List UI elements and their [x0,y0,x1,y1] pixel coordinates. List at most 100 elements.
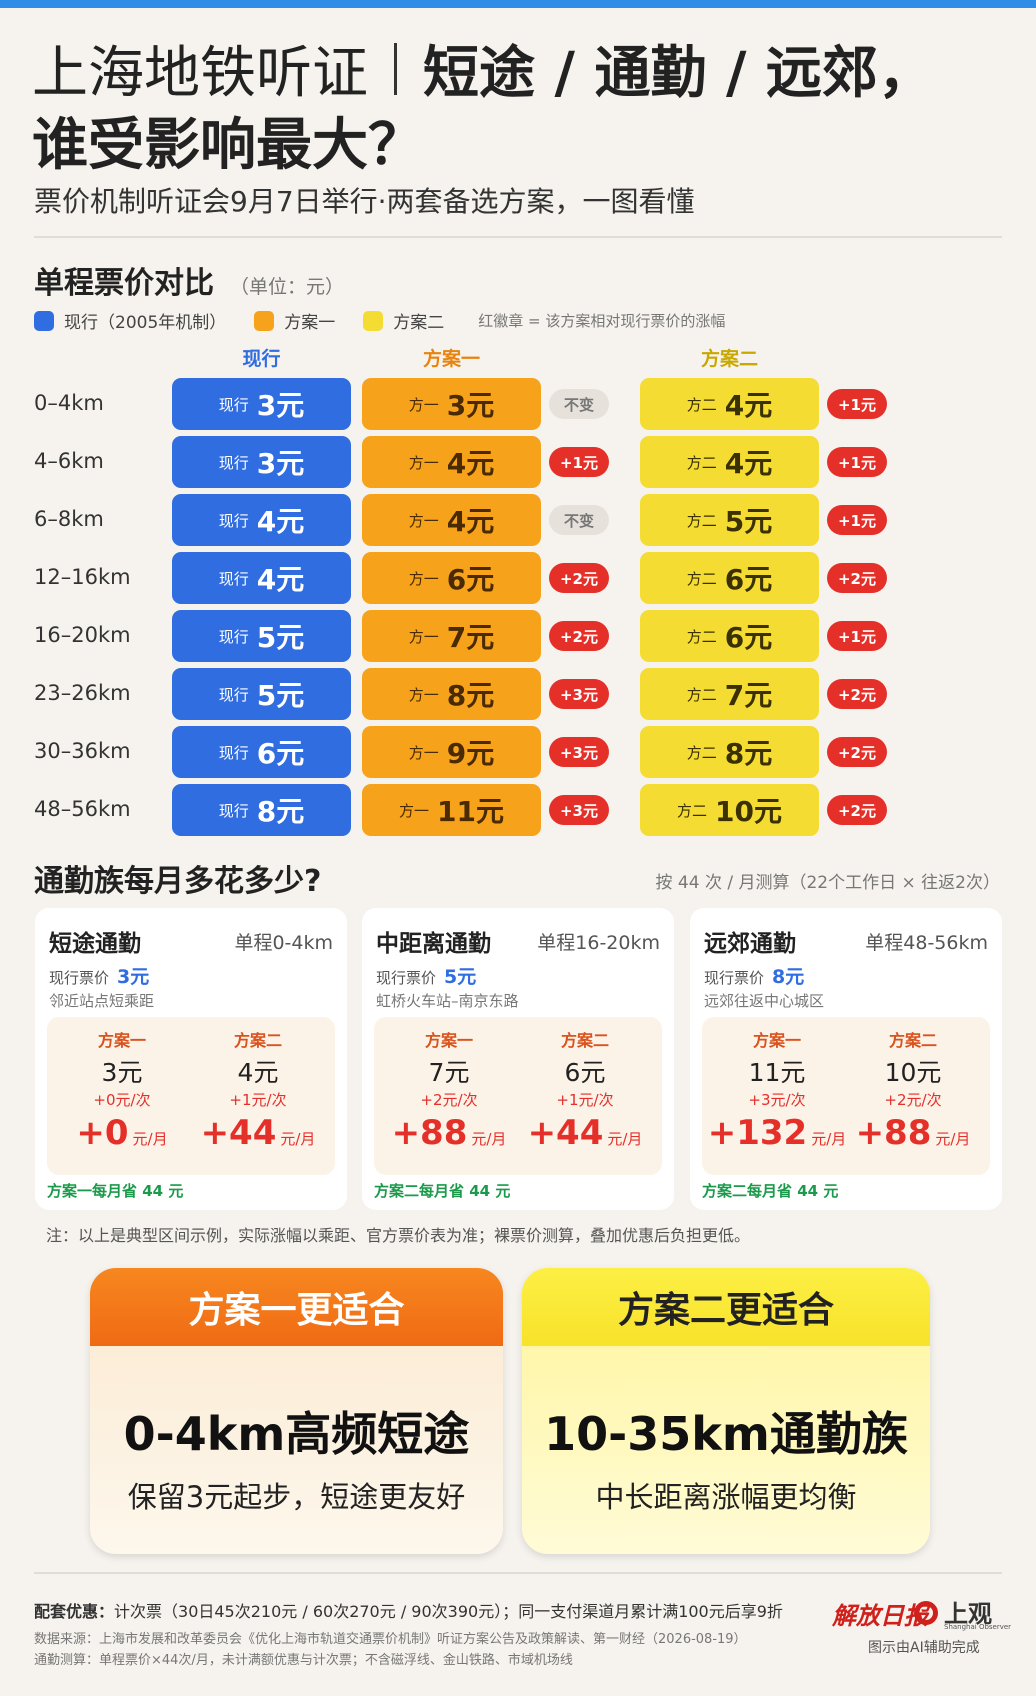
commute-card: 短途通勤 单程0-4km 现行票价 3元 邻近站点短乘距 方案一 3元 +0元/次 +0 元/月方… [35,908,347,1210]
legend-note: 红徽章 = 该方案相对现行票价的涨幅 [478,312,726,330]
pill-prefix: 现行 [218,801,249,820]
fare-price: 4元 [724,389,773,422]
per-trip: +3元/次 [748,1091,806,1109]
fare-pill: 方二 6元 [640,552,819,604]
distance-label: 30–36km [34,739,131,763]
card-range: 单程16-20km [537,932,660,954]
title-line: 上海地铁听证 短途 / 通勤 / 远郊， [32,28,934,109]
pill-prefix: 现行 [218,511,249,530]
pill-prefix: 现行 [218,627,249,646]
divider [34,1572,1002,1574]
monthly: +0 元/月 [47,1113,197,1153]
column-header: 方案二 [700,348,758,370]
monthly: +44 元/月 [510,1113,660,1153]
distance-label: 16–20km [34,623,131,647]
current-price: 5元 [444,966,477,988]
fare-price: 5元 [256,679,305,712]
fare-table: 现行 方案一 方案二 0–4km 现行 3元 方一 3元 不变 方二 4元 +1元 4–6km 现行 3元方… [34,348,887,836]
change-badge: +3元 [549,737,609,767]
pill-prefix: 方二 [686,685,717,704]
commute-card: 远郊通勤 单程48-56km 现行票价 8元 远郊往返中心城区 方案一 11元 +3元/次 +1… [690,908,1002,1210]
monthly: +88 元/月 [374,1113,524,1153]
change-badge: +3元 [549,795,609,825]
pill-prefix: 方二 [686,569,717,588]
per-trip: +1元/次 [229,1091,287,1109]
current-line: 现行票价 3元 [49,962,149,989]
fare-price: 7元 [446,621,495,654]
fare-pill: 方一 3元 [362,378,541,430]
monthly: +88 元/月 [838,1113,988,1153]
example: 邻近站点短乘距 [49,992,155,1010]
column-header: 方案一 [422,348,480,370]
change-badge: +2元 [827,679,887,709]
change-badge: +2元 [549,563,609,593]
pill-prefix: 方一 [408,453,439,472]
conclusion: 方案二每月省 44 元 [374,1182,511,1200]
fare-pill: 现行 6元 [172,726,351,778]
card-name: 短途通勤 [49,931,141,957]
monthly-value: +44 [200,1113,277,1153]
change-badge: +1元 [549,447,609,477]
fare-pill: 方二 10元 [640,784,819,836]
fare-price: 5元 [256,621,305,654]
logo-icon [914,1601,938,1625]
unit: （单位：元） [230,276,345,298]
monthly-unit: 元/月 [811,1130,847,1148]
per-trip: +2元/次 [884,1091,942,1109]
discount: 计次票（30日45次210元 / 60次270元 / 90次390元）；同一支付… [114,1602,783,1621]
rec-detail: 中长距离涨幅更均衡 [595,1480,857,1514]
per-trip: +2元/次 [420,1091,478,1109]
pill-prefix: 方一 [408,685,439,704]
fare-pill: 方二 4元 [640,378,819,430]
plan-price: 7元 [428,1058,470,1087]
fare-pill: 现行 3元 [172,378,351,430]
change-badge: +3元 [549,679,609,709]
monthly-value: +44 [527,1113,604,1153]
fare-pill: 方一 6元 [362,552,541,604]
fare-price: 3元 [256,447,305,480]
current-price: 3元 [117,966,150,988]
plan-name: 方案二 [888,1031,937,1050]
distance-label: 12–16km [34,565,131,589]
fare-price: 10元 [715,795,782,828]
conclusion: 方案二每月省 44 元 [702,1182,839,1200]
commute-card: 中距离通勤 单程16-20km 现行票价 5元 虹桥火车站–南京东路 方案一 7元 +2元/次… [362,908,674,1210]
fare-pill: 现行 4元 [172,552,351,604]
title-right: 短途 / 通勤 / 远郊， [423,41,934,106]
plans-box: 方案一 7元 +2元/次 +88 元/月 方案二 6元 +1元/次 +44 元/月 [374,1017,662,1175]
fare-pill: 方二 6元 [640,610,819,662]
fare-pill: 现行 5元 [172,668,351,720]
per-trip: +0元/次 [93,1091,151,1109]
pill-prefix: 现行 [218,395,249,414]
recommendation: 方案二更适合 10-35km通勤族 中长距离涨幅更均衡 [522,1268,930,1554]
monthly: +132 元/月 [702,1113,852,1153]
card-name: 远郊通勤 [704,931,796,957]
monthly-unit: 元/月 [132,1130,168,1148]
monthly-unit: 元/月 [471,1130,507,1148]
fare-pill: 方一 8元 [362,668,541,720]
fare-pill: 方一 7元 [362,610,541,662]
rec-detail: 保留3元起步，短途更友好 [127,1480,466,1514]
pill-prefix: 方一 [408,569,439,588]
change-badge: +2元 [827,737,887,767]
fare-price: 4元 [446,505,495,538]
monthly-value: +132 [707,1113,808,1153]
change-badge: 不变 [549,389,609,419]
pill-prefix: 方一 [408,627,439,646]
fare-price: 11元 [437,795,504,828]
monthly-value: +88 [855,1113,932,1153]
fare-price: 9元 [446,737,495,770]
distance-label: 48–56km [34,797,131,821]
change-badge: +2元 [827,795,887,825]
legend-label: 现行（2005年机制） [64,313,227,333]
change-badge: +1元 [827,447,887,477]
current-label: 现行票价 [704,969,765,987]
fare-pill: 方二 8元 [640,726,819,778]
pill-prefix: 方一 [408,395,439,414]
example: 虹桥火车站–南京东路 [376,992,519,1010]
logo-left: 解放日报 [832,1601,928,1630]
rec-headline: 10-35km通勤族 [544,1407,908,1461]
distance-label: 4–6km [34,449,104,473]
rec-headline: 0-4km高频短途 [123,1407,470,1461]
plan-price: 10元 [884,1058,942,1087]
